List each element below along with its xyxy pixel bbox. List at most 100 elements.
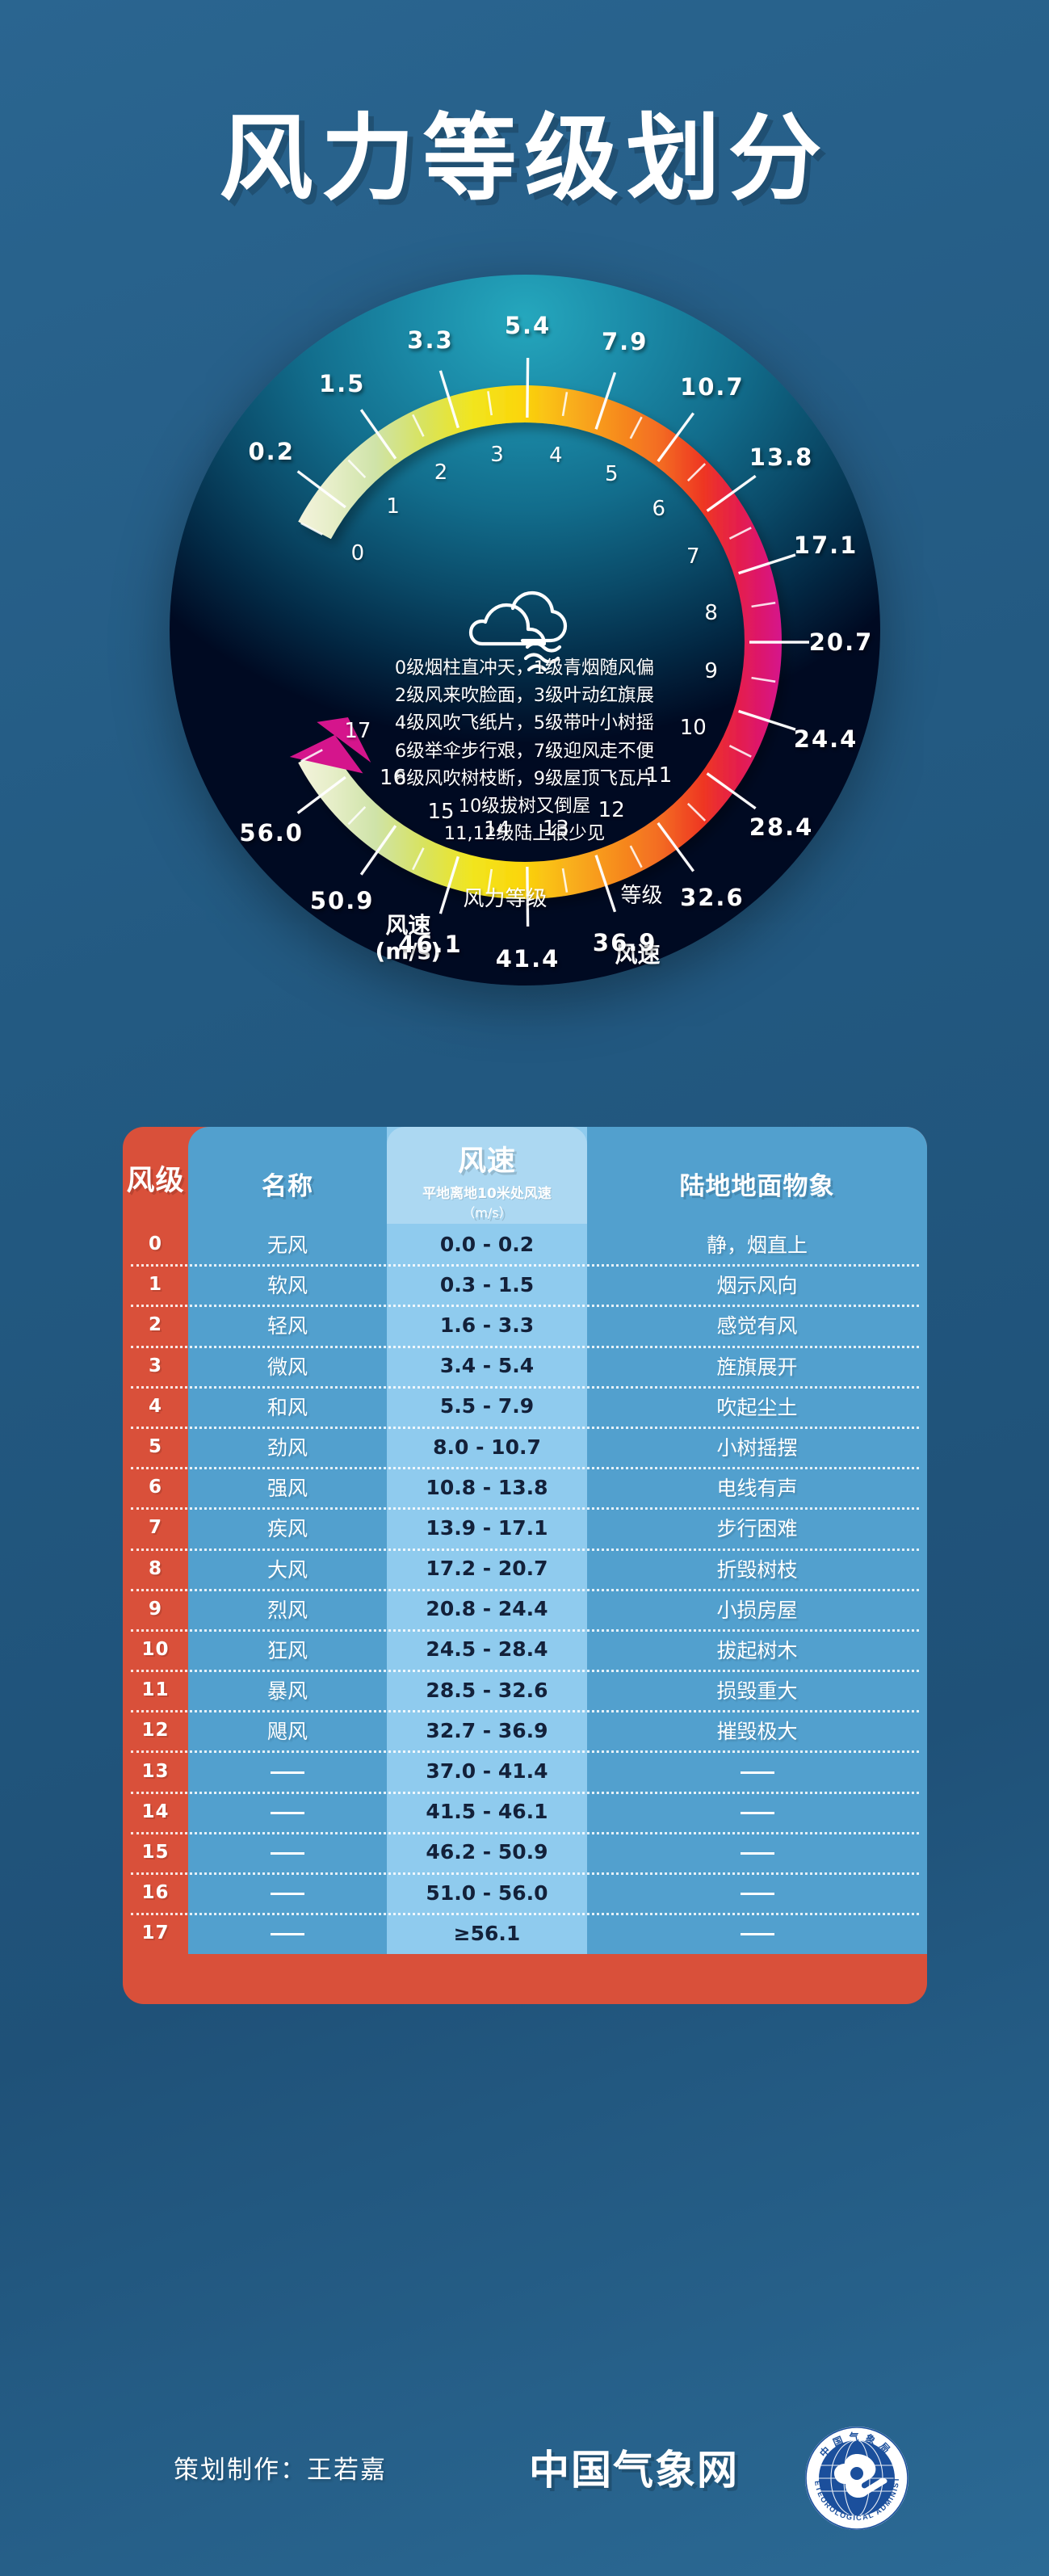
table-row: 16 51.0 - 56.0	[123, 1872, 927, 1913]
table-header-phenomenon: 陆地地面物象	[679, 1172, 835, 1201]
cell-level: 11	[141, 1679, 170, 1701]
cell-name: 烈风	[266, 1598, 308, 1622]
table-row: 15 46.2 - 50.9	[123, 1831, 927, 1872]
wind-speed-gauge: 0级烟柱直冲天，1级青烟随风偏 2级风来吹脸面，3级叶动红旗展 4级风吹飞纸片，…	[137, 275, 913, 1018]
cell-phenomenon	[587, 1922, 927, 1945]
cell-speed: 1.6 - 3.3	[439, 1313, 535, 1337]
cell-name: 软风	[266, 1274, 308, 1298]
cell-speed: 51.0 - 56.0	[426, 1881, 548, 1905]
empty-dash	[271, 1771, 304, 1774]
cell-level: 7	[148, 1517, 162, 1539]
empty-dash	[740, 1811, 774, 1814]
gauge-tick-marks	[296, 358, 809, 927]
cell-level: 9	[148, 1598, 162, 1620]
cell-name: 和风	[266, 1395, 308, 1419]
cell-phenomenon: 旌旗展开	[716, 1355, 798, 1379]
table-row: 6 强风 10.8 - 13.8 电线有声	[123, 1467, 927, 1507]
cell-phenomenon	[587, 1840, 927, 1864]
cell-speed: ≥56.1	[453, 1921, 521, 1945]
table-row: 5 劲风 8.0 - 10.7 小树摇摆	[123, 1426, 927, 1467]
table-row: 12 飓风 32.7 - 36.9 摧毁极大	[123, 1710, 927, 1750]
table-header-speed-sub: 平地离地10米处风速	[422, 1186, 552, 1202]
table-row: 7 疾风 13.9 - 17.1 步行困难	[123, 1507, 927, 1548]
table-row: 8 大风 17.2 - 20.7 折毁树枝	[123, 1548, 927, 1589]
cell-level: 3	[148, 1355, 162, 1376]
table-header-speed-unit: （m/s）	[462, 1205, 512, 1221]
table-row: 1 软风 0.3 - 1.5 烟示风向	[123, 1264, 927, 1305]
wind-scale-table: 风级 名称 风速 平地离地10米处风速 （m/s） 陆地地面物象 0 无风 0.0 …	[123, 1127, 927, 2004]
cell-phenomenon: 摧毁极大	[716, 1720, 798, 1744]
cell-speed: 8.0 - 10.7	[433, 1435, 541, 1459]
cell-level: 6	[148, 1477, 162, 1498]
page-header: 风力等级划分	[0, 107, 1049, 212]
cell-name	[188, 1800, 387, 1823]
gauge-pointer-icon	[289, 716, 371, 774]
cma-logo: CHINA METEOROLOGICAL ADMINISTRATION 中国气象…	[799, 2418, 910, 2532]
cell-level: 0	[148, 1233, 162, 1255]
cell-name	[188, 1881, 387, 1905]
table-body-rows: 0 无风 0.0 - 0.2 静，烟直上 1 软风 0.3 - 1.5 烟示风向 2 轻风 1.6 …	[123, 1224, 927, 1953]
cell-name	[188, 1840, 387, 1864]
cell-level: 1	[148, 1274, 162, 1296]
cell-level: 8	[148, 1557, 162, 1579]
table-row: 10 狂风 24.5 - 28.4 拔起树木	[123, 1628, 927, 1670]
empty-dash	[271, 1811, 304, 1814]
empty-dash	[740, 1893, 774, 1896]
cell-level: 15	[141, 1841, 170, 1863]
cell-level: 14	[141, 1801, 170, 1822]
brand-text: 中国气象网	[529, 2447, 739, 2494]
cell-speed: 10.8 - 13.8	[426, 1475, 548, 1499]
cell-level: 4	[148, 1395, 162, 1417]
empty-dash	[740, 1851, 774, 1855]
cell-phenomenon	[587, 1881, 927, 1905]
table-row: 13 37.0 - 41.4	[123, 1750, 927, 1791]
cell-phenomenon: 小损房屋	[716, 1598, 798, 1622]
cell-name: 暴风	[266, 1679, 308, 1704]
empty-dash	[271, 1851, 304, 1855]
cell-speed: 24.5 - 28.4	[426, 1637, 548, 1662]
table-row: 9 烈风 20.8 - 24.4 小损房屋	[123, 1588, 927, 1629]
cell-phenomenon: 电线有声	[716, 1477, 798, 1501]
cell-speed: 32.7 - 36.9	[426, 1718, 548, 1742]
table-row: 2 轻风 1.6 - 3.3 感觉有风	[123, 1305, 927, 1345]
cell-level: 10	[141, 1638, 170, 1660]
cell-level: 13	[141, 1760, 170, 1782]
cell-speed: 0.3 - 1.5	[439, 1272, 535, 1296]
cell-speed: 0.0 - 0.2	[439, 1232, 535, 1256]
cell-speed: 13.9 - 17.1	[426, 1515, 548, 1540]
page-footer: 策划制作：王若嘉 中国气象网	[0, 2407, 1049, 2553]
cell-level: 17	[141, 1923, 170, 1944]
cell-name: 大风	[266, 1557, 308, 1582]
table-row: 0 无风 0.0 - 0.2 静，烟直上	[123, 1224, 927, 1264]
cell-name: 狂风	[266, 1638, 308, 1662]
empty-dash	[271, 1933, 304, 1936]
cell-name: 微风	[266, 1355, 308, 1379]
cell-speed: 20.8 - 24.4	[426, 1597, 548, 1621]
table-row: 11 暴风 28.5 - 32.6 损毁重大	[123, 1670, 927, 1710]
cell-name	[188, 1759, 387, 1783]
table-header-level: 风级	[126, 1165, 185, 1197]
cell-level: 2	[148, 1314, 162, 1336]
table-header-speed-title: 风速	[457, 1145, 516, 1178]
table-header-row: 风级 名称 风速 平地离地10米处风速 （m/s） 陆地地面物象	[123, 1127, 927, 1224]
cell-phenomenon: 拔起树木	[716, 1638, 798, 1662]
cell-speed: 5.5 - 7.9	[439, 1394, 535, 1418]
cell-phenomenon: 吹起尘土	[716, 1395, 798, 1419]
table-row: 17 ≥56.1	[123, 1913, 927, 1953]
cell-name: 轻风	[266, 1314, 308, 1338]
cell-phenomenon	[587, 1759, 927, 1783]
table-row: 4 和风 5.5 - 7.9 吹起尘土	[123, 1385, 927, 1427]
cell-level: 12	[141, 1720, 170, 1742]
cell-name: 疾风	[266, 1517, 308, 1541]
table-header-speed: 风速 平地离地10米处风速 （m/s）	[387, 1138, 587, 1221]
cell-phenomenon	[587, 1800, 927, 1823]
cell-speed: 37.0 - 41.4	[426, 1759, 548, 1784]
gauge-color-band	[297, 385, 782, 899]
cell-speed: 46.2 - 50.9	[426, 1840, 548, 1864]
empty-dash	[271, 1893, 304, 1896]
cell-speed: 17.2 - 20.7	[426, 1557, 548, 1581]
cell-phenomenon: 小树摇摆	[716, 1436, 798, 1460]
cell-level: 5	[148, 1436, 162, 1458]
table-row: 3 微风 3.4 - 5.4 旌旗展开	[123, 1345, 927, 1386]
cell-phenomenon: 静，烟直上	[706, 1233, 808, 1258]
